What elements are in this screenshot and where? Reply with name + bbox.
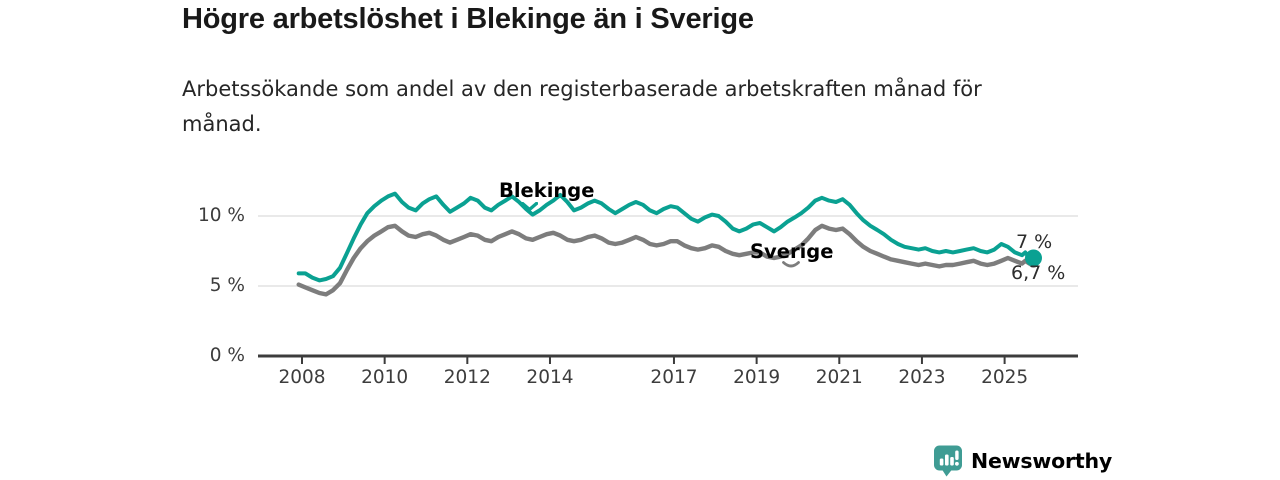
x-tick-label-2023: 2023 (898, 367, 946, 388)
x-tick-label-2012: 2012 (443, 367, 491, 388)
chart-title: Högre arbetslöshet i Blekinge än i Sveri… (182, 3, 754, 35)
newsworthy-logo-icon (934, 445, 962, 477)
end-value-label-blekinge: 7 % (1016, 231, 1053, 253)
x-tick-label-2008: 2008 (278, 367, 326, 388)
chevron-down-icon (521, 202, 538, 212)
end-dot-blekinge (1025, 249, 1042, 267)
y-tick-label-10: 10 % (198, 205, 245, 226)
newsworthy-brand-link[interactable]: Newsworthy (933, 444, 1112, 477)
x-tick-label-2017: 2017 (650, 367, 698, 388)
y-tick-label-5: 5 % (209, 275, 245, 296)
x-tick-label-2025: 2025 (981, 367, 1029, 388)
series-line-blekinge (296, 191, 1036, 283)
x-tick-label-2021: 2021 (815, 367, 863, 388)
y-tick-label-0: 0 % (209, 345, 245, 366)
chart-subtitle: Arbetssökande som andel av den registerb… (182, 77, 982, 136)
x-tick-label-2019: 2019 (733, 367, 781, 388)
series-label-sverige-text: Sverige (750, 240, 834, 263)
smile-curve-icon (782, 261, 800, 268)
series-label-sverige: Sverige (750, 241, 833, 263)
series-label-blekinge-text: Blekinge (499, 179, 595, 202)
x-tick-label-2010: 2010 (361, 367, 409, 388)
series-line-sverige (296, 223, 1036, 297)
end-value-label-sverige: 6,7 % (1011, 262, 1066, 284)
series-label-blekinge: Blekinge (499, 180, 595, 202)
x-tick-label-2014: 2014 (526, 367, 574, 388)
brand-name: Newsworthy (971, 448, 1113, 473)
